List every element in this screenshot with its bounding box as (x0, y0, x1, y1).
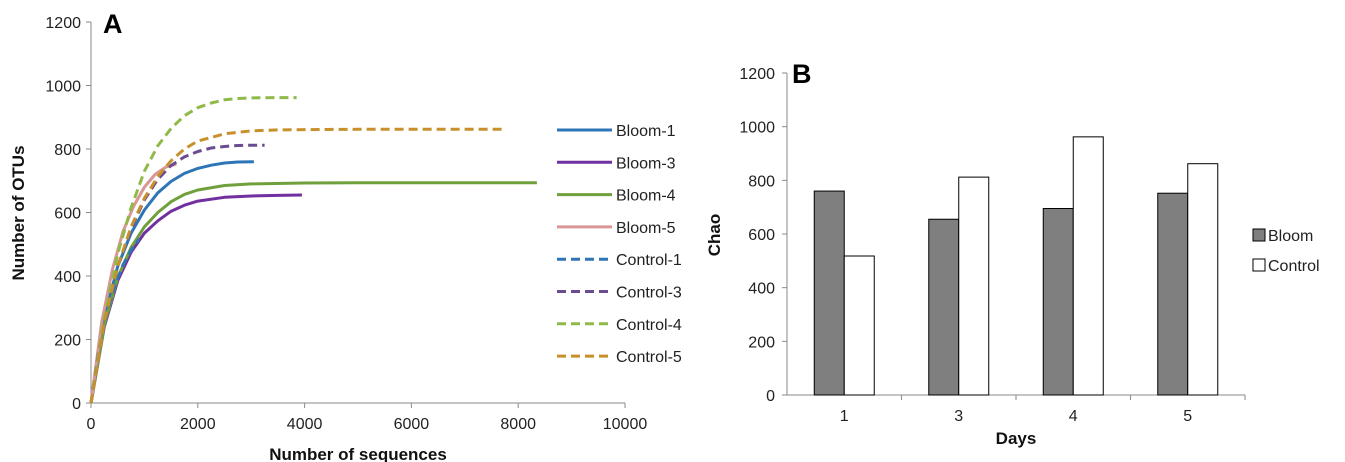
panel-b-bar-chart: B Days Chao 0 200 400 600 800 1000 1200 1 3 4 5 Bl… (705, 59, 1320, 448)
panel-b-x-tick-label: 1 (840, 408, 849, 425)
panel-b-label: B (792, 59, 812, 89)
panel-b-y-tick-label: 600 (748, 227, 775, 244)
panel-b-x-tick-label: 4 (1069, 408, 1078, 425)
legend-label-control-4: Control-4 (616, 317, 682, 334)
panel-b-y-tick-label: 800 (748, 173, 775, 190)
bar-control-day-3 (958, 176, 990, 396)
legend-swatch-bloom (1252, 228, 1266, 242)
panel-b-y-tick-label: 200 (748, 334, 775, 351)
legend-label-control: Control (1268, 258, 1320, 275)
panel-b-y-tick-label: 1200 (739, 66, 775, 83)
legend-label-bloom-1: Bloom-1 (616, 123, 676, 140)
panel-a-x-tick-label: 2000 (180, 416, 216, 433)
panel-a-y-tick-label: 0 (72, 396, 81, 413)
panel-a-y-tick-label: 200 (54, 333, 81, 350)
series-line-control-5 (89, 127, 505, 404)
bar-bloom-day-3 (928, 218, 960, 396)
series-line-bloom-3 (89, 193, 302, 404)
panel-a-y-tick-label: 1000 (45, 79, 81, 96)
bar-bloom-day-5 (1157, 192, 1189, 396)
panel-a-y-tick-label: 600 (54, 206, 81, 223)
legend-label-bloom-3: Bloom-3 (616, 155, 676, 172)
panel-a-legend: Bloom-1 Bloom-3 Bloom-4 Bloom-5 Control-1 Con… (557, 123, 682, 366)
legend-label-control-3: Control-3 (616, 285, 682, 302)
bar-control-day-4 (1072, 136, 1104, 396)
bar-bloom-day-4 (1042, 208, 1074, 396)
panel-a-series-lines (89, 96, 537, 404)
panel-b-axes: 0 200 400 600 800 1000 1200 1 3 4 5 (739, 66, 1246, 425)
bar-control-day-5 (1187, 163, 1219, 396)
legend-label-control-1: Control-1 (616, 252, 682, 269)
panel-b-x-axis-label: Days (996, 429, 1037, 448)
legend-label-bloom-5: Bloom-5 (616, 220, 676, 237)
legend-label-control-5: Control-5 (616, 349, 682, 366)
bar-bloom-day-1 (813, 190, 845, 396)
panel-b-y-tick-label: 0 (766, 388, 775, 405)
legend-label-bloom: Bloom (1268, 228, 1313, 245)
panel-a-y-tick-label: 1200 (45, 15, 81, 32)
panel-b-y-axis-label: Chao (705, 214, 724, 257)
panel-a-label: A (103, 9, 123, 39)
series-line-bloom-5 (89, 162, 177, 404)
panel-b-bars (813, 136, 1219, 396)
panel-b-legend: Bloom Control (1252, 228, 1320, 275)
panel-a-x-tick-label: 4000 (287, 416, 323, 433)
legend-label-bloom-4: Bloom-4 (616, 188, 676, 205)
panel-a-x-tick-label: 0 (87, 416, 96, 433)
series-line-bloom-4 (89, 181, 537, 404)
panel-a-y-tick-label: 400 (54, 269, 81, 286)
panel-a-y-axis-label: Number of OTUs (9, 145, 28, 280)
panel-a-x-tick-label: 6000 (394, 416, 430, 433)
panel-a-x-tick-label: 10000 (603, 416, 648, 433)
bar-control-day-1 (843, 255, 875, 396)
panel-a-x-axis-label: Number of sequences (269, 445, 447, 462)
series-line-control-1 (89, 238, 141, 404)
panel-a-axes: 0 200 400 600 800 1000 1200 0 2000 4000 6000 8000 10… (45, 15, 647, 433)
panel-b-y-tick-label: 1000 (739, 120, 775, 137)
panel-a-line-chart: A Number of sequences Number of OTUs 0 20… (9, 9, 682, 462)
panel-a-x-tick-label: 8000 (500, 416, 536, 433)
legend-swatch-control (1252, 258, 1266, 272)
panel-b-x-tick-label: 3 (954, 408, 963, 425)
series-line-bloom-1 (89, 160, 254, 404)
panel-b-x-tick-label: 5 (1183, 408, 1192, 425)
panel-a-y-tick-label: 800 (54, 142, 81, 159)
panel-b-y-tick-label: 400 (748, 281, 775, 298)
